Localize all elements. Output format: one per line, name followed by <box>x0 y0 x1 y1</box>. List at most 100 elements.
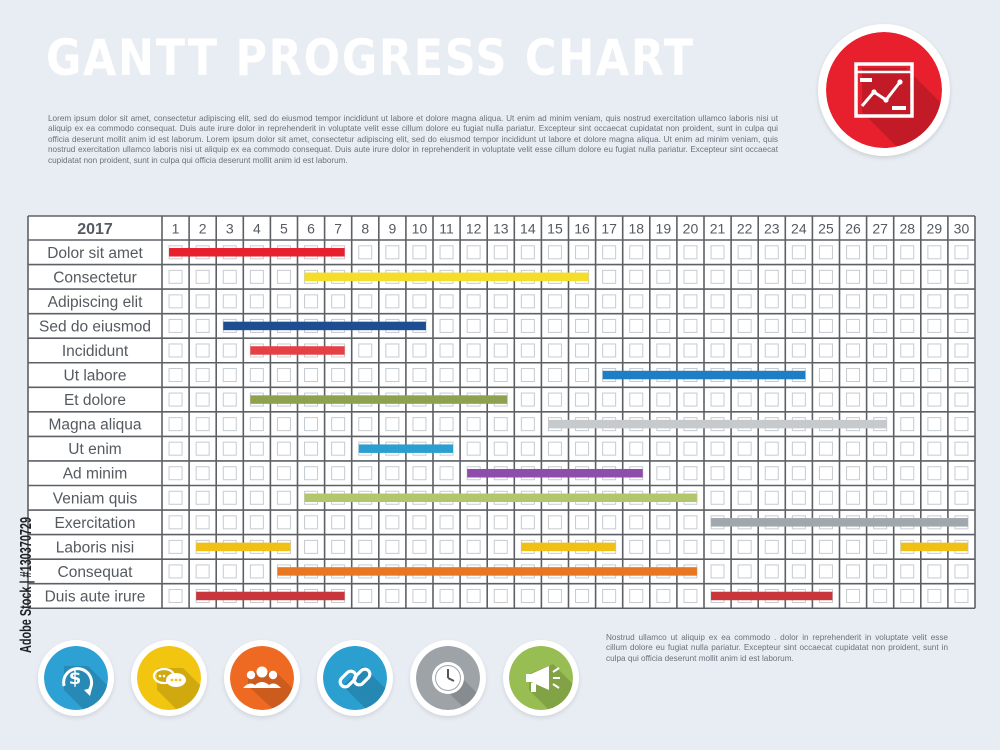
clock-icon <box>416 646 480 710</box>
day-cell <box>466 441 481 456</box>
day-cell <box>385 515 400 530</box>
day-cell <box>385 294 400 309</box>
day-cell <box>412 294 427 309</box>
day-cell <box>358 588 373 603</box>
day-cell <box>602 343 617 358</box>
day-cell <box>358 294 373 309</box>
day-cell <box>195 441 210 456</box>
day-cell <box>385 588 400 603</box>
day-cell <box>412 368 427 383</box>
day-cell <box>737 294 752 309</box>
day-cell <box>439 515 454 530</box>
day-cell <box>385 539 400 554</box>
day-cell <box>602 269 617 284</box>
day-cell <box>168 490 183 505</box>
day-cell <box>412 245 427 260</box>
grid-lines <box>27 215 976 610</box>
day-cell <box>737 269 752 284</box>
year-label: 2017 <box>77 221 113 238</box>
day-label: 23 <box>764 221 780 237</box>
day-cell <box>873 441 888 456</box>
day-label: 8 <box>361 221 369 237</box>
day-label: 13 <box>493 221 509 237</box>
day-cell <box>900 466 915 481</box>
day-cell <box>954 417 969 432</box>
day-cell <box>602 392 617 407</box>
day-cell <box>656 269 671 284</box>
task-bar <box>521 542 616 552</box>
day-cell <box>466 318 481 333</box>
day-cell <box>954 466 969 481</box>
day-cell <box>873 466 888 481</box>
day-cell <box>520 588 535 603</box>
day-cell <box>791 441 806 456</box>
day-cell <box>222 441 237 456</box>
task-bar <box>223 321 426 331</box>
day-cell <box>358 368 373 383</box>
day-cell <box>900 490 915 505</box>
day-cell <box>927 318 942 333</box>
day-cell <box>954 269 969 284</box>
day-cell <box>168 564 183 579</box>
day-cell <box>249 466 264 481</box>
day-cell <box>439 417 454 432</box>
day-cell <box>656 588 671 603</box>
day-cell <box>900 343 915 358</box>
day-cell <box>683 441 698 456</box>
day-cell <box>900 269 915 284</box>
day-cell <box>385 466 400 481</box>
chat-bubbles-icon <box>137 646 201 710</box>
day-cell <box>412 539 427 554</box>
day-label: 17 <box>601 221 617 237</box>
day-cell <box>656 245 671 260</box>
day-cell <box>195 343 210 358</box>
day-cell <box>412 588 427 603</box>
day-cell <box>683 515 698 530</box>
day-cell <box>168 269 183 284</box>
day-cell <box>629 245 644 260</box>
day-cell <box>358 466 373 481</box>
day-cell <box>954 441 969 456</box>
day-cell <box>900 245 915 260</box>
day-cell <box>710 466 725 481</box>
day-label: 10 <box>412 221 428 237</box>
day-cell <box>547 441 562 456</box>
megaphone-icon <box>509 646 573 710</box>
day-cell <box>954 564 969 579</box>
day-cell <box>547 318 562 333</box>
day-cell <box>385 245 400 260</box>
day-label: 29 <box>927 221 943 237</box>
day-cell <box>954 588 969 603</box>
day-cell <box>439 294 454 309</box>
day-cell <box>818 245 833 260</box>
day-cell <box>873 539 888 554</box>
day-cell <box>222 294 237 309</box>
day-cell <box>954 392 969 407</box>
day-cell <box>629 392 644 407</box>
day-cell <box>195 368 210 383</box>
day-cell <box>737 490 752 505</box>
day-cell <box>927 490 942 505</box>
day-cell <box>195 318 210 333</box>
day-cell <box>168 588 183 603</box>
day-cell <box>683 245 698 260</box>
day-cell <box>466 368 481 383</box>
task-bar <box>602 370 806 380</box>
dollar-cycle-icon-circle: $ <box>38 640 114 716</box>
day-cell <box>168 539 183 554</box>
day-cell <box>683 269 698 284</box>
watermark-text: Adobe Stock | #130370729 <box>18 517 35 653</box>
day-label: 1 <box>172 221 180 237</box>
day-cell <box>873 392 888 407</box>
day-cell <box>602 294 617 309</box>
day-cell <box>466 588 481 603</box>
day-cell <box>927 269 942 284</box>
day-cell <box>195 392 210 407</box>
day-cell <box>358 515 373 530</box>
day-cell <box>737 441 752 456</box>
day-cell <box>276 294 291 309</box>
day-cell <box>818 269 833 284</box>
day-label: 28 <box>899 221 915 237</box>
day-cell <box>737 318 752 333</box>
